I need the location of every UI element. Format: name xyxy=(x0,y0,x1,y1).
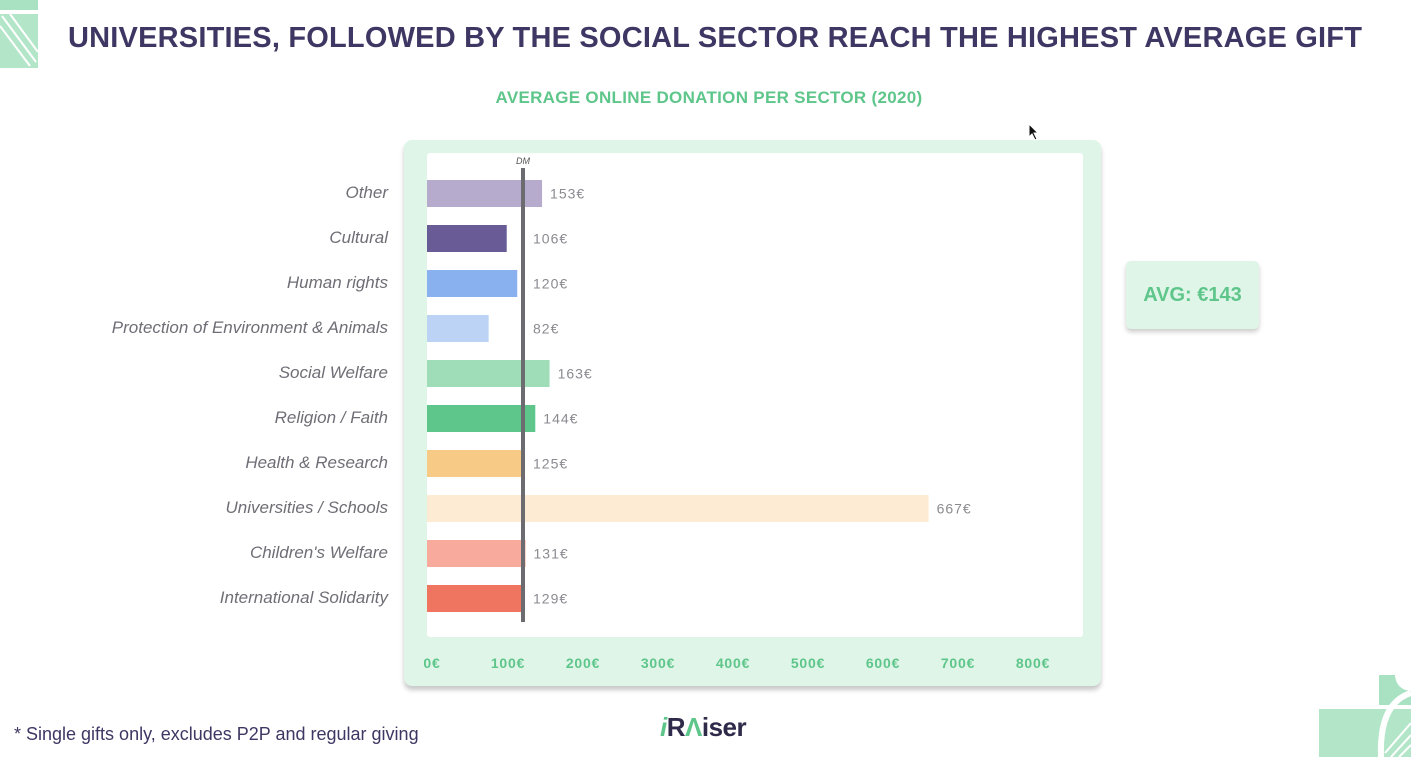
bar xyxy=(427,225,507,252)
x-tick-label: 800€ xyxy=(1016,655,1050,671)
footnote: * Single gifts only, excludes P2P and re… xyxy=(14,724,419,744)
category-label: Protection of Environment & Animals xyxy=(111,318,388,337)
bar xyxy=(427,495,929,522)
bar xyxy=(427,585,525,612)
x-tick-label: 0€ xyxy=(423,655,440,671)
category-label: Cultural xyxy=(329,228,388,247)
category-label: Universities / Schools xyxy=(225,498,388,517)
category-label: Religion / Faith xyxy=(274,408,388,427)
x-tick-label: 700€ xyxy=(941,655,975,671)
bar xyxy=(427,450,521,477)
category-label: International Solidarity xyxy=(219,588,388,607)
x-tick-label: 400€ xyxy=(716,655,750,671)
category-label: Children's Welfare xyxy=(249,543,388,562)
x-tick-label: 600€ xyxy=(866,655,900,671)
category-label: Social Welfare xyxy=(278,363,388,382)
category-label: Human rights xyxy=(286,273,388,292)
value-label: 82€ xyxy=(533,321,559,337)
reference-line-label: DM xyxy=(516,156,530,166)
x-tick-label: 200€ xyxy=(566,655,600,671)
chart-title: AVERAGE ONLINE DONATION PER SECTOR (2020… xyxy=(495,88,923,107)
average-badge: AVG: €143 xyxy=(1126,261,1259,329)
x-tick-label: 500€ xyxy=(791,655,825,671)
plot-area xyxy=(427,153,1083,637)
category-label: Other xyxy=(345,183,388,202)
bar xyxy=(427,540,526,567)
bar xyxy=(427,360,550,387)
bar xyxy=(427,315,489,342)
value-label: 153€ xyxy=(550,186,585,202)
x-tick-label: 100€ xyxy=(491,655,525,671)
value-label: 125€ xyxy=(533,456,568,472)
decorative-pattern-top-left xyxy=(0,0,38,68)
page-title: UNIVERSITIES, FOLLOWED BY THE SOCIAL SEC… xyxy=(68,22,1363,54)
value-label: 120€ xyxy=(533,276,568,292)
value-label: 129€ xyxy=(533,591,568,607)
bar xyxy=(427,405,536,432)
value-label: 144€ xyxy=(543,411,578,427)
decorative-pattern-bottom-right xyxy=(1319,659,1411,757)
value-label: 667€ xyxy=(937,501,972,517)
value-label: 131€ xyxy=(534,546,569,562)
bar xyxy=(427,270,518,297)
x-tick-label: 300€ xyxy=(641,655,675,671)
value-label: 163€ xyxy=(558,366,593,382)
value-label: 106€ xyxy=(533,231,568,247)
iraiser-logo: iRΛiser xyxy=(660,712,747,742)
mouse-cursor-icon xyxy=(1028,123,1040,141)
category-label: Health & Research xyxy=(245,453,388,472)
